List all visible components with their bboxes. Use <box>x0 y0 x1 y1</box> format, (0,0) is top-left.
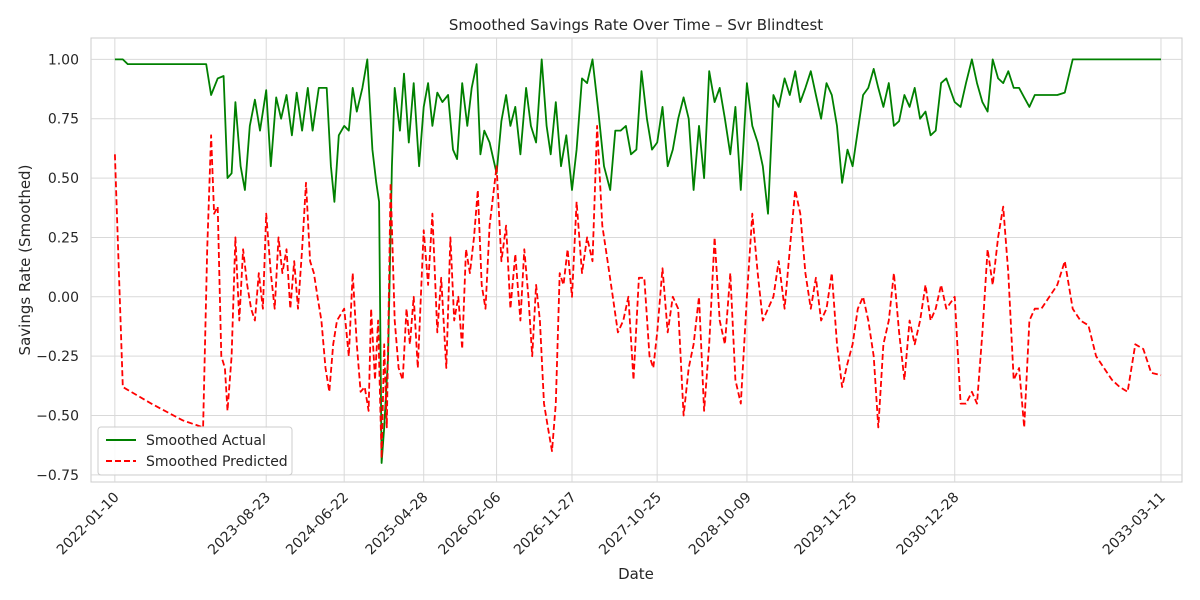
x-tick-label: 2023-08-23 <box>205 490 274 559</box>
x-tick-label: 2028-10-09 <box>686 490 755 559</box>
series-layer <box>114 58 1162 464</box>
chart-title: Smoothed Savings Rate Over Time – Svr Bl… <box>449 16 823 34</box>
legend-label-actual: Smoothed Actual <box>146 433 266 449</box>
y-tick-label: 0.00 <box>48 290 79 306</box>
y-axis-label: Savings Rate (Smoothed) <box>16 165 34 356</box>
x-tick-label: 2024-06-22 <box>283 490 352 559</box>
series-line-smoothed-predicted <box>114 125 1162 460</box>
y-tick-label: −0.75 <box>36 468 79 484</box>
x-tick-label: 2029-11-25 <box>792 490 861 559</box>
y-tick-label: 0.25 <box>48 230 79 246</box>
plot-area <box>90 37 1183 483</box>
y-tick-label: 0.50 <box>48 171 79 187</box>
series-line-smoothed-actual <box>114 58 1161 464</box>
legend: Smoothed Actual Smoothed Predicted <box>97 426 293 476</box>
legend-label-predicted: Smoothed Predicted <box>146 454 288 470</box>
y-tick-label: −0.50 <box>36 409 79 425</box>
x-tick-label: 2033-03-11 <box>1100 490 1169 559</box>
x-gridlines <box>114 38 1162 482</box>
y-tick-label: 1.00 <box>48 52 79 68</box>
x-tick-labels: 2022-01-10 2023-08-23 2024-06-22 2025-04-28… <box>54 489 1169 558</box>
x-tick-label: 2022-01-10 <box>54 490 123 559</box>
y-tick-label: −0.25 <box>36 349 79 365</box>
x-tick-label: 2026-02-06 <box>436 489 505 558</box>
y-tick-labels: −0.75 −0.50 −0.25 0.00 0.25 0.50 0.75 1.00 <box>36 52 79 484</box>
x-tick-label: 2026-11-27 <box>511 490 580 559</box>
x-tick-label: 2025-04-28 <box>363 490 432 559</box>
legend-box <box>97 426 293 476</box>
x-axis-label: Date <box>618 565 654 583</box>
x-tick-label: 2030-12-28 <box>894 490 963 559</box>
y-tick-label: 0.75 <box>48 112 79 128</box>
x-tick-label: 2027-10-25 <box>596 490 665 559</box>
